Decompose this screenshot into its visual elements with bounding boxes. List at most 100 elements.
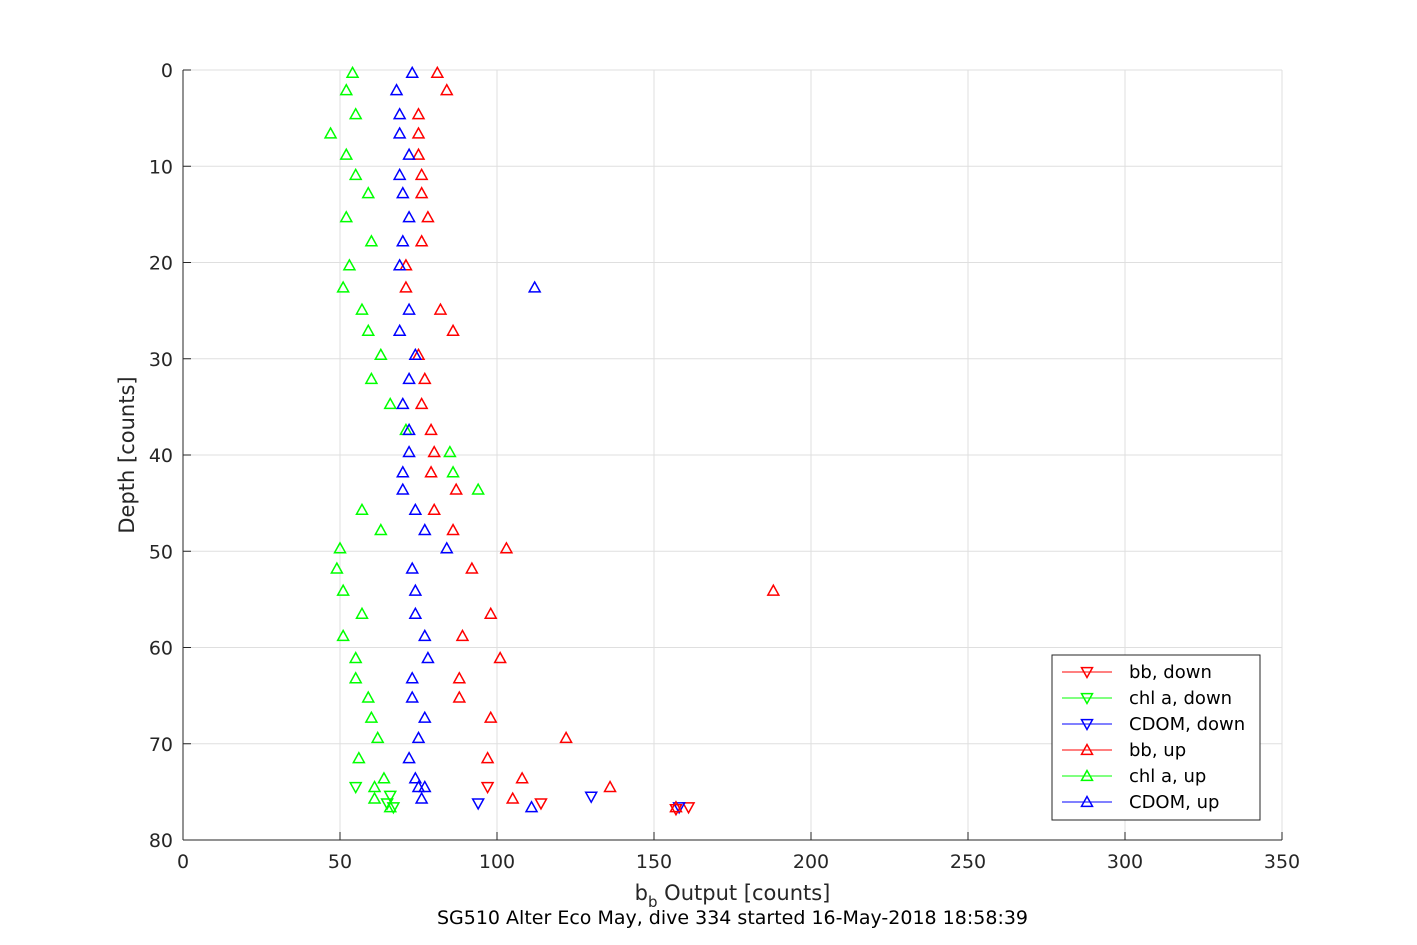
data-point	[480, 781, 495, 795]
series-cdom-down	[471, 791, 686, 815]
legend-label: bb, up	[1129, 740, 1186, 761]
data-point	[402, 445, 416, 458]
data-point	[414, 791, 429, 804]
data-point	[408, 583, 423, 596]
legend-marker	[1080, 718, 1094, 732]
y-tick-label: 50	[149, 541, 173, 563]
data-point	[348, 651, 363, 664]
x-axis-label-rest: Output [counts]	[658, 881, 831, 905]
data-point	[405, 690, 419, 703]
data-point	[483, 606, 498, 619]
data-point	[396, 465, 410, 478]
data-point	[377, 771, 391, 784]
data-point	[355, 302, 369, 315]
data-point	[411, 107, 426, 120]
data-point	[383, 396, 398, 410]
data-point	[446, 523, 460, 536]
data-point	[681, 802, 696, 815]
y-tick-label: 10	[149, 156, 173, 178]
legend: bb, down chl a, down CDOM, down bb, up chl a…	[1051, 654, 1261, 821]
data-point	[396, 234, 410, 247]
data-point	[402, 751, 416, 764]
data-point	[367, 791, 382, 804]
data-point	[559, 730, 573, 744]
x-axis-label: bb Output [counts]	[635, 881, 831, 911]
y-tick-label: 80	[149, 830, 173, 852]
data-point	[370, 730, 385, 744]
data-point	[411, 147, 426, 160]
data-point	[392, 258, 407, 271]
data-markers	[323, 65, 781, 817]
data-point	[348, 671, 363, 684]
x-tick-label: 300	[1107, 851, 1143, 873]
data-point	[396, 482, 410, 495]
data-point	[345, 65, 360, 79]
data-point	[499, 541, 514, 554]
data-point	[348, 107, 363, 120]
data-point	[367, 780, 382, 793]
legend-label: chl a, up	[1129, 766, 1206, 787]
data-point	[439, 83, 454, 96]
data-point	[455, 628, 470, 642]
data-point	[402, 210, 416, 223]
data-point	[465, 561, 479, 574]
data-point	[418, 780, 432, 793]
data-point	[405, 671, 419, 684]
x-tick-label: 200	[793, 851, 829, 873]
legend-box	[1051, 654, 1261, 821]
x-tick-label: 100	[479, 851, 515, 873]
series-chl-a-up	[323, 65, 485, 813]
series-cdom-up	[389, 65, 542, 813]
data-point	[402, 371, 416, 385]
data-point	[336, 583, 350, 596]
data-point	[424, 422, 438, 436]
data-point	[364, 371, 379, 385]
y-tick-label: 20	[149, 253, 173, 275]
data-point	[427, 502, 441, 516]
data-point	[355, 502, 369, 516]
data-point	[339, 83, 354, 96]
data-point	[524, 800, 539, 813]
data-point	[408, 771, 423, 784]
legend-label: bb, down	[1129, 662, 1212, 683]
data-point	[364, 234, 379, 247]
data-point	[389, 83, 404, 96]
data-point	[402, 422, 416, 436]
data-point	[339, 147, 354, 160]
data-point	[669, 804, 683, 817]
legend-label: CDOM, down	[1129, 714, 1245, 735]
legend-marker	[1080, 666, 1094, 680]
data-point	[471, 798, 485, 811]
data-point	[374, 347, 388, 361]
data-point	[414, 167, 429, 181]
x-tick-label: 250	[950, 851, 986, 873]
data-point	[339, 210, 354, 223]
data-point	[452, 671, 467, 684]
data-point	[361, 690, 376, 703]
data-point	[418, 523, 432, 536]
data-point	[396, 396, 410, 410]
data-point	[421, 651, 435, 664]
y-tick-label: 0	[161, 60, 173, 82]
data-point	[430, 65, 445, 79]
data-point	[414, 396, 429, 410]
y-tick-label: 30	[149, 349, 173, 371]
data-point	[443, 445, 457, 458]
data-point	[361, 323, 376, 336]
data-point	[342, 258, 357, 271]
data-point	[402, 147, 416, 160]
x-tick-label: 0	[177, 851, 189, 873]
data-point	[414, 186, 429, 199]
x-tick-label: 150	[636, 851, 672, 873]
data-point	[374, 523, 388, 536]
data-point	[399, 280, 413, 293]
data-point	[424, 465, 438, 478]
data-point	[603, 780, 617, 793]
data-point	[348, 167, 363, 181]
data-point	[471, 482, 485, 495]
data-point	[364, 710, 379, 723]
data-point	[330, 561, 344, 574]
data-point	[333, 541, 347, 554]
y-tick-label: 70	[149, 734, 173, 756]
